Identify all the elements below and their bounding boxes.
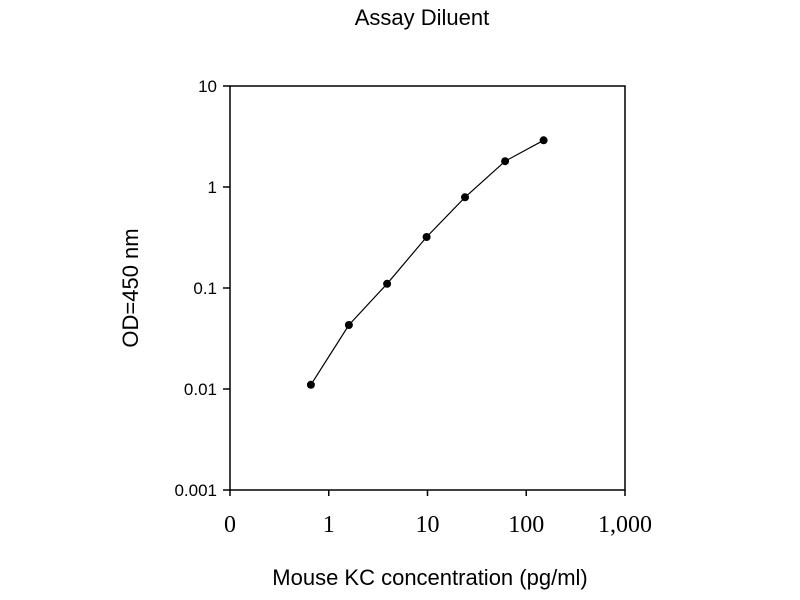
chart-title: Assay Diluent — [355, 5, 490, 30]
y-axis-title: OD=450 nm — [118, 228, 143, 347]
series-group — [306, 136, 548, 389]
x-tick-label: 10 — [416, 512, 440, 538]
data-point — [422, 233, 431, 241]
data-point — [539, 136, 548, 145]
x-axis-title: Mouse KC concentration (pg/ml) — [272, 565, 587, 590]
y-tick-label: 0.01 — [184, 380, 217, 399]
y-axis: 0.001 0.01 0.1 1 10 — [174, 77, 230, 500]
y-tick-label: 1 — [208, 178, 217, 197]
data-point — [461, 193, 469, 202]
data-point — [344, 321, 353, 329]
x-axis: 0 1 10 100 1,000 — [224, 490, 652, 538]
x-tick-label: 0 — [224, 512, 236, 538]
data-point — [501, 157, 510, 166]
y-tick-label: 10 — [198, 77, 217, 96]
series-line — [310, 139, 544, 386]
x-tick-label: 100 — [508, 512, 544, 538]
x-tick-label: 1 — [323, 512, 335, 538]
y-tick-label: 0.1 — [193, 279, 217, 298]
x-tick-label: 1,000 — [598, 512, 652, 538]
y-tick-label: 0.001 — [174, 481, 217, 500]
data-point — [306, 380, 315, 389]
data-point — [383, 279, 392, 288]
plot-frame — [229, 85, 626, 491]
